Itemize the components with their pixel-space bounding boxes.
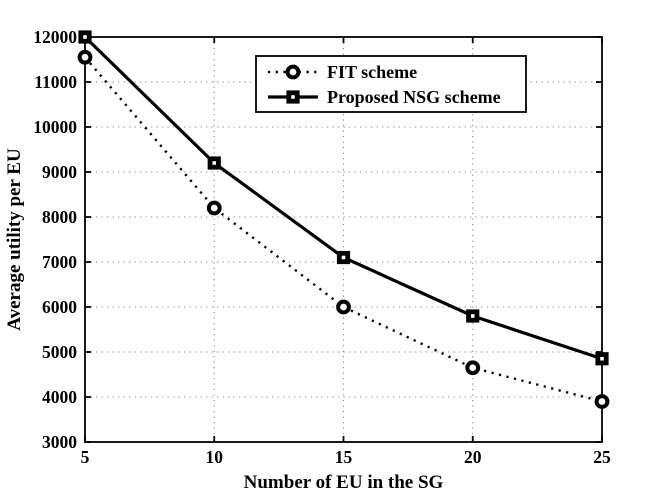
- y-tick-label: 8000: [42, 207, 77, 227]
- marker-square: [207, 156, 221, 170]
- marker-circle: [465, 360, 481, 376]
- marker-circle: [206, 200, 222, 216]
- y-tick-label: 4000: [42, 387, 77, 407]
- x-tick-label: 15: [335, 447, 353, 467]
- legend-label-proposed-nsg-scheme: Proposed NSG scheme: [327, 87, 501, 107]
- y-tick-labels: 3000 4000 5000 6000 7000 8000 9000 10000 11000 12…: [33, 27, 77, 452]
- marker-square: [286, 90, 300, 104]
- y-tick-label: 5000: [42, 342, 77, 362]
- series-line-fit-scheme: [84, 56, 603, 403]
- marker-circle: [77, 49, 93, 65]
- legend: FIT scheme Proposed NSG scheme: [255, 55, 527, 113]
- marker-circle: [336, 299, 351, 315]
- legend-box: [255, 55, 527, 113]
- marker-square: [78, 30, 92, 44]
- x-tick-label: 5: [81, 447, 90, 467]
- legend-item-proposed-nsg-scheme: Proposed NSG scheme: [268, 87, 501, 107]
- legend-label-fit-scheme: FIT scheme: [327, 62, 417, 82]
- y-tick-label: 3000: [42, 432, 77, 452]
- marker-circle: [594, 394, 610, 409]
- y-tick-label: 10000: [33, 117, 77, 137]
- y-tick-label: 9000: [42, 162, 77, 182]
- marker-square: [595, 352, 609, 366]
- marker-circle: [285, 64, 301, 80]
- marker-square: [466, 309, 480, 323]
- y-axis-label: Average utility per EU: [4, 148, 25, 331]
- x-tick-label: 25: [593, 447, 611, 467]
- series-fit-scheme: [77, 49, 610, 409]
- legend-item-fit-scheme: FIT scheme: [268, 62, 417, 82]
- y-tick-label: 7000: [42, 252, 77, 272]
- y-tick-label: 12000: [33, 27, 77, 47]
- x-tick-label: 10: [206, 447, 224, 467]
- marker-square: [336, 250, 351, 265]
- x-axis-label: Number of EU in the SG: [244, 472, 444, 493]
- x-tick-labels: 5 10 15 20 25: [81, 447, 611, 467]
- plot-area: 5 10 15 20 25 3000 4000 5000 6000 7000 8000 9000 100…: [33, 27, 611, 467]
- x-tick-label: 20: [464, 447, 482, 467]
- y-tick-label: 6000: [42, 297, 77, 317]
- y-tick-label: 11000: [34, 72, 77, 92]
- series-proposed-nsg-scheme: [78, 30, 609, 366]
